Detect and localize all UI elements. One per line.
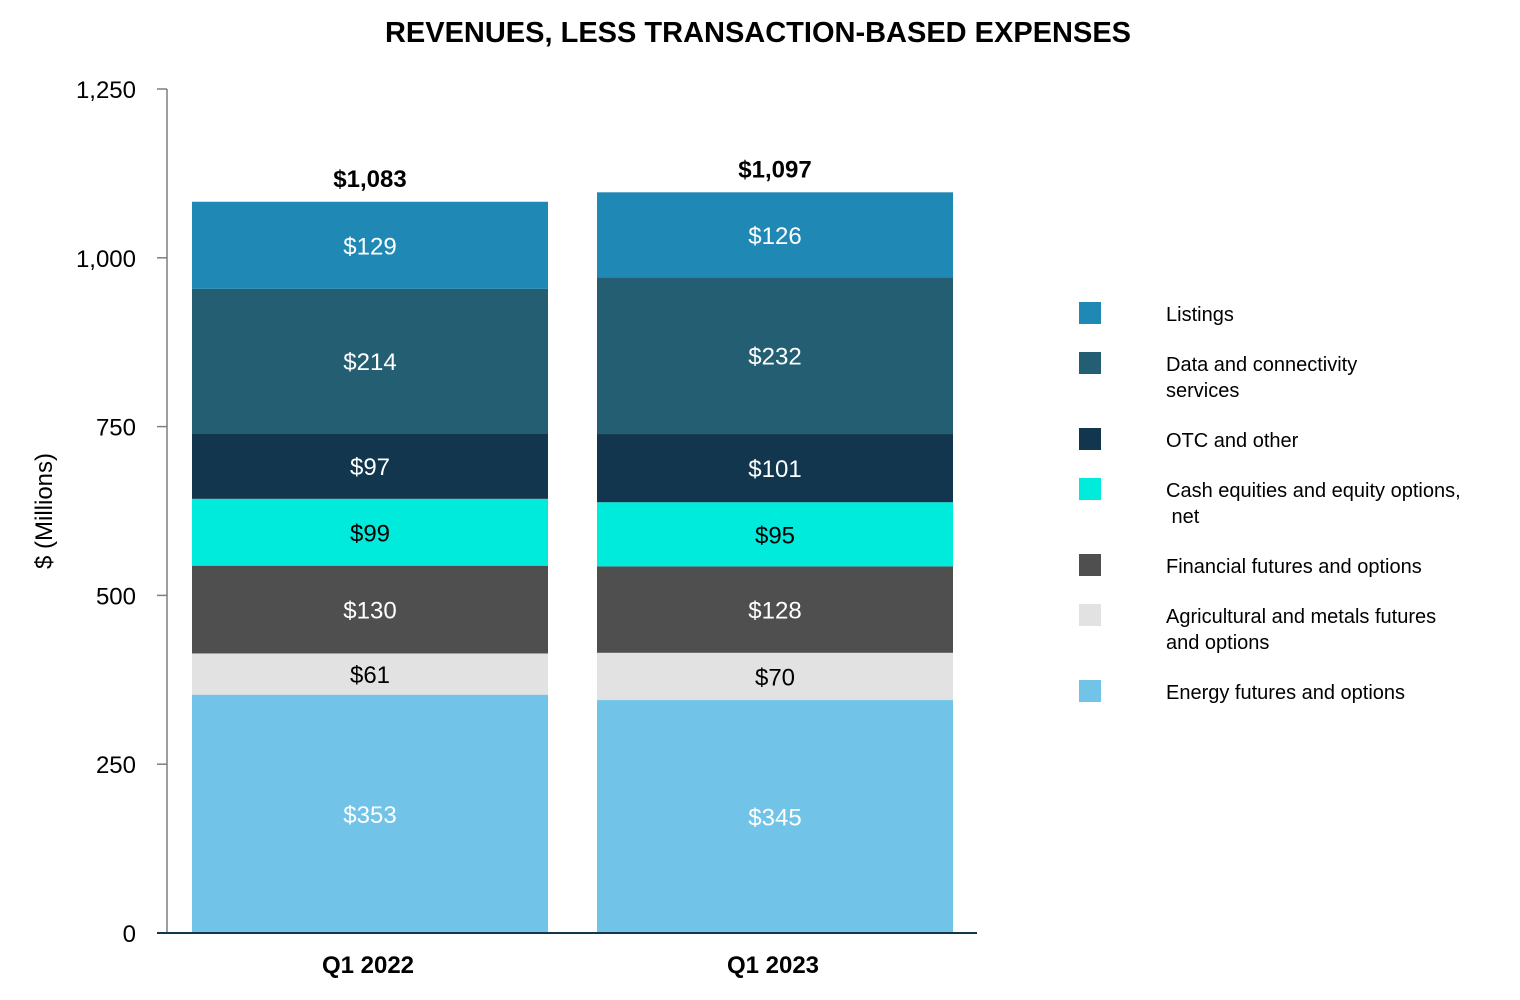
bar-segment: [192, 565, 548, 654]
legend-swatch: [1079, 302, 1101, 324]
bar-segment: [597, 502, 953, 567]
bar-segment: [192, 498, 548, 566]
legend-label: OTC and other: [1166, 430, 1299, 452]
bar-total-label: $1,097: [738, 156, 811, 183]
bar-segment: [597, 277, 953, 435]
bar-segment: [192, 201, 548, 289]
legend-swatch: [1079, 428, 1101, 450]
legend-label: net: [1166, 506, 1200, 528]
y-tick-label: 500: [96, 583, 136, 610]
legend-swatch: [1079, 554, 1101, 576]
bar-data-label: $214: [343, 349, 396, 376]
bar-total-label: $1,083: [333, 166, 406, 193]
legend-label: services: [1166, 380, 1239, 402]
y-tick-label: 1,000: [76, 246, 136, 273]
y-axis-ticks: 0 250 500 750 1,000 1,250: [76, 77, 167, 948]
y-axis-label: $ (Millions): [31, 453, 58, 569]
bar-data-label: $99: [350, 520, 390, 547]
bar-data-label: $345: [748, 805, 801, 832]
legend-label: and options: [1166, 632, 1269, 654]
y-tick-label: 750: [96, 415, 136, 442]
bar-data-label: $61: [350, 662, 390, 689]
bar-data-label: $97: [350, 454, 390, 481]
bar-data-label: $353: [343, 802, 396, 829]
x-tick-label: Q1 2022: [322, 952, 414, 979]
legend-label: Agricultural and metals futures: [1166, 606, 1436, 628]
legend-label: Financial futures and options: [1166, 556, 1422, 578]
legend-swatch: [1079, 478, 1101, 500]
bar-segment: [597, 192, 953, 278]
y-tick-label: 0: [123, 921, 136, 948]
legend-label: Data and connectivity: [1166, 354, 1357, 376]
bar-data-label: $126: [748, 223, 801, 250]
bar-segment: [597, 566, 953, 653]
bar-data-label: $232: [748, 344, 801, 371]
bars: $353 $61 $130 $99 $97 $214 $129 $1,083 $345 $70 $1…: [192, 156, 953, 933]
legend-label: Energy futures and options: [1166, 682, 1405, 704]
bar-data-label: $128: [748, 598, 801, 625]
bar-segment: [192, 653, 548, 695]
legend-swatch: [1079, 352, 1101, 374]
bar-segment: [597, 700, 953, 933]
bar-data-label: $129: [343, 233, 396, 260]
x-tick-label: Q1 2023: [727, 952, 819, 979]
bar-segment: [192, 433, 548, 499]
x-axis-labels: Q1 2022 Q1 2023: [322, 952, 819, 979]
bar-data-label: $70: [755, 664, 795, 691]
bar-segment: [597, 652, 953, 701]
legend-label: Listings: [1166, 304, 1234, 326]
legend: Listings Data and connectivity services OTC…: [1079, 302, 1461, 704]
bar-data-label: $95: [755, 522, 795, 549]
y-tick-label: 250: [96, 752, 136, 779]
axes: [157, 89, 977, 934]
y-tick-label: 1,250: [76, 77, 136, 104]
legend-swatch: [1079, 604, 1101, 626]
bar-data-label: $130: [343, 598, 396, 625]
bar-segment: [597, 434, 953, 503]
bar-segment: [192, 694, 548, 933]
legend-label: Cash equities and equity options,: [1166, 480, 1461, 502]
bar-data-label: $101: [748, 456, 801, 483]
chart-title: REVENUES, LESS TRANSACTION-BASED EXPENSE…: [385, 17, 1131, 49]
bar-segment: [192, 288, 548, 434]
legend-swatch: [1079, 680, 1101, 702]
